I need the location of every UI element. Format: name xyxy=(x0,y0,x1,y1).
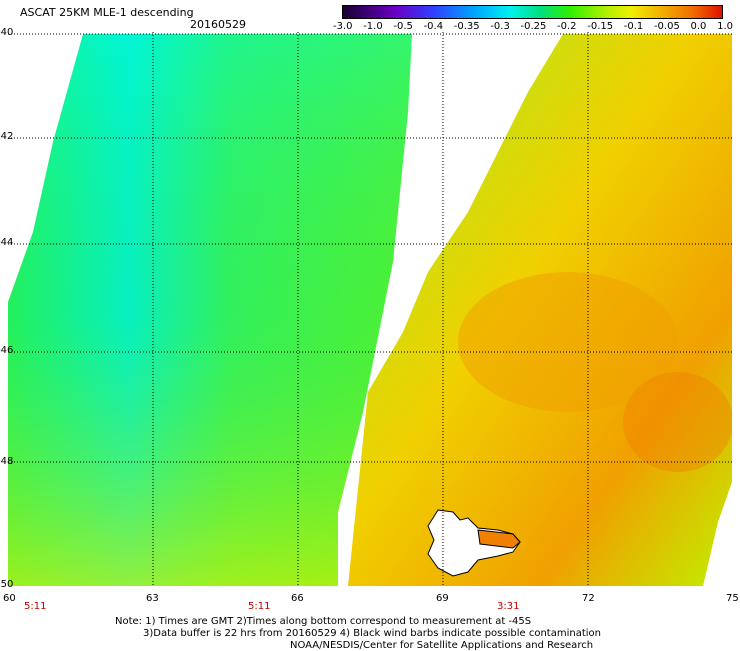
high-region xyxy=(623,372,732,472)
lon-label: 69 xyxy=(436,593,449,604)
colorbar-tick: -0.15 xyxy=(587,21,614,32)
swath-left-shade xyxy=(8,34,412,586)
colorbar-tick: -0.05 xyxy=(653,21,680,32)
colorbar-tick: -0.3 xyxy=(490,21,510,32)
time-label: 5:11 xyxy=(24,601,47,612)
lon-label: 66 xyxy=(291,593,304,604)
colorbar-tick: -1.0 xyxy=(363,21,383,32)
colorbar xyxy=(342,5,723,19)
colorbar-ticks: -3.0 -1.0 -0.5 -0.4 -0.35 -0.3 -0.25 -0.… xyxy=(333,21,733,32)
colorbar-tick: 1.0 xyxy=(717,21,733,32)
lon-label: 63 xyxy=(146,593,159,604)
kerguelen-islands xyxy=(427,509,521,577)
colorbar-tick: -0.5 xyxy=(393,21,413,32)
lon-label: 72 xyxy=(582,593,595,604)
colorbar-tick: -0.1 xyxy=(623,21,644,32)
map-title: ASCAT 25KM MLE-1 descending xyxy=(20,6,194,19)
time-label: 5:11 xyxy=(248,601,271,612)
lat-label: -42 xyxy=(0,131,14,142)
colorbar-tick: -0.4 xyxy=(423,21,444,32)
colorbar-tick: -0.35 xyxy=(453,21,480,32)
grid-lines xyxy=(8,32,732,586)
lat-label: -48 xyxy=(0,456,14,467)
note-line: NOAA/NESDIS/Center for Satellite Applica… xyxy=(290,640,594,651)
note-line: Note: 1) Times are GMT 2)Times along bot… xyxy=(115,616,532,627)
time-label: 3:31 xyxy=(497,601,520,612)
map-plot xyxy=(8,32,732,586)
lat-label: -40 xyxy=(0,27,14,38)
lat-label: -46 xyxy=(0,345,14,356)
high-region xyxy=(458,272,678,412)
colorbar-tick: -3.0 xyxy=(333,21,353,32)
map-date: 20160529 xyxy=(190,18,246,31)
colorbar-tick: 0.0 xyxy=(690,21,707,32)
lat-label: -44 xyxy=(0,237,14,248)
lat-label: -50 xyxy=(0,579,14,590)
note-line: 3)Data buffer is 22 hrs from 20160529 4)… xyxy=(143,628,601,639)
colorbar-tick: -0.25 xyxy=(520,21,547,32)
lon-label: 60 xyxy=(3,593,16,604)
lon-label: 75 xyxy=(726,593,739,604)
colorbar-tick: -0.2 xyxy=(557,21,577,32)
